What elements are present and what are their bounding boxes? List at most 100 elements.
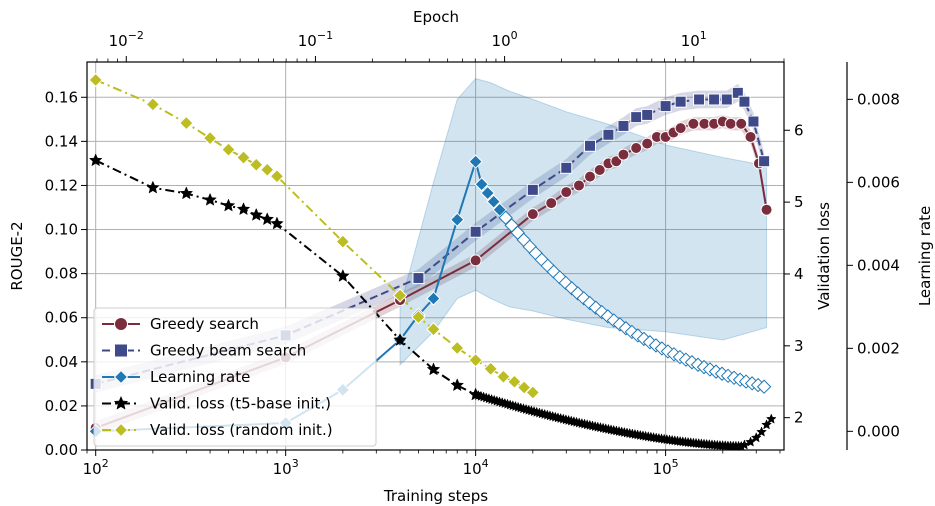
legend-marker: [113, 369, 129, 385]
y-left-tick-label: 0.06: [45, 309, 78, 327]
marker-valid-loss-t5-base-init: [88, 153, 103, 167]
markers-valid-loss-random-init: [88, 72, 541, 400]
marker-valid-loss-t5-base-init: [750, 432, 762, 443]
legend-marker: [113, 395, 129, 410]
marker-valid-loss-random-init: [335, 234, 351, 249]
marker-valid-loss-random-init: [236, 150, 251, 165]
marker-greedy-search: [572, 179, 585, 192]
marker-valid-loss-random-init: [88, 72, 103, 88]
marker-greedy-search: [560, 186, 573, 199]
marker-valid-loss-t5-base-init: [336, 268, 350, 282]
marker-learning-rate: [426, 291, 441, 306]
marker-valid-loss-random-init: [496, 369, 511, 384]
marker-greedy-search: [744, 130, 757, 143]
marker-greedy-beam-search: [747, 115, 760, 128]
marker-greedy-search: [593, 164, 606, 177]
legend-box: [93, 307, 377, 447]
legend-label: Greedy search: [150, 315, 259, 333]
marker-valid-loss-t5-base-init: [260, 212, 275, 226]
x-axis-title: Training steps: [383, 487, 488, 505]
marker-valid-loss-t5-base-init: [236, 202, 251, 216]
x-tick-label: 103: [273, 457, 299, 478]
y-left-tick-label: 0.04: [45, 353, 78, 371]
y-lr-tick-label: 0.000: [857, 422, 900, 440]
marker-learning-rate: [474, 177, 489, 192]
y-valloss-tick-label: 2: [794, 409, 804, 427]
marker-greedy-search: [724, 117, 737, 130]
marker-greedy-beam-search: [758, 155, 771, 168]
marker-greedy-beam-search: [708, 93, 721, 106]
y-lr-tick-label: 0.004: [857, 256, 900, 274]
marker-valid-loss-random-init: [202, 130, 218, 146]
marker-valid-loss-random-init: [145, 97, 161, 112]
y-left-tick-label: 0.14: [45, 132, 78, 150]
marker-valid-loss-random-init: [426, 322, 441, 337]
marker-greedy-beam-search: [731, 86, 744, 99]
legend-marker: [114, 317, 128, 331]
top-tick-label: 10−2: [109, 29, 144, 50]
marker-learning-rate: [486, 194, 501, 209]
marker-greedy-beam-search: [584, 139, 597, 152]
legend-label: Valid. loss (t5-base init.): [150, 395, 331, 413]
marker-learning-rate: [480, 185, 495, 201]
y-left-tick-label: 0.02: [45, 397, 78, 415]
y-left-tick-label: 0.08: [45, 265, 78, 283]
marker-valid-loss-random-init: [260, 162, 275, 177]
marker-valid-loss-t5-base-init: [146, 180, 160, 194]
marker-valid-loss-t5-base-init: [270, 216, 284, 230]
marker-greedy-beam-search: [738, 95, 751, 108]
marker-greedy-search: [469, 254, 482, 267]
marker-valid-loss-t5-base-init: [765, 413, 777, 424]
legend-label: Valid. loss (random init.): [150, 421, 333, 439]
line-valid-loss-random-init: [95, 79, 534, 394]
legend: Greedy search Greedy beam search Learning …: [93, 307, 377, 447]
marker-valid-loss-random-init: [221, 142, 236, 157]
marker-greedy-beam-search: [526, 183, 539, 196]
marker-greedy-beam-search: [641, 108, 654, 121]
marker-valid-loss-random-init: [179, 115, 194, 131]
y-valloss-tick-label: 3: [794, 337, 804, 355]
marker-greedy-search: [617, 148, 630, 161]
marker-greedy-search: [526, 208, 539, 221]
top-tick-label: 100: [492, 29, 518, 50]
marker-valid-loss-t5-base-init: [203, 192, 217, 206]
series-markers: [88, 72, 777, 451]
plot-frame: [86, 61, 785, 451]
marker-greedy-search: [641, 137, 654, 150]
legend-marker: [113, 422, 129, 438]
marker-learning-rate: [468, 154, 483, 169]
y-left-tick-label: 0.00: [45, 441, 78, 459]
marker-valid-loss-t5-base-init: [450, 378, 465, 392]
marker-valid-loss-t5-base-init: [221, 198, 236, 212]
marker-greedy-beam-search: [659, 100, 672, 113]
marker-valid-loss-random-init: [450, 340, 465, 356]
marker-valid-loss-random-init: [468, 352, 483, 368]
marker-valid-loss-random-init: [249, 157, 264, 172]
legend-label: Greedy beam search: [150, 342, 306, 360]
lr-axis-title: Learning rate: [916, 206, 934, 306]
top-tick-label: 10−1: [298, 29, 333, 50]
marker-valid-loss-random-init: [411, 309, 426, 325]
axes: 102 103 104 105 10−2 10−1 100 101 0.00 0.02 0.04 0.…: [45, 29, 900, 478]
marker-valid-loss-t5-base-init: [393, 332, 407, 346]
marker-greedy-search: [630, 141, 643, 154]
top-axis-title: Epoch: [413, 8, 459, 26]
y-valloss-tick-label: 4: [794, 265, 804, 283]
y-left-tick-label: 0.16: [45, 88, 78, 106]
left-axis-title: ROUGE-2: [8, 221, 26, 290]
marker-greedy-beam-search: [560, 161, 573, 174]
marker-valid-loss-random-init: [392, 288, 408, 303]
y-valloss-tick-label: 5: [794, 193, 804, 211]
y-left-tick-label: 0.10: [45, 221, 78, 239]
marker-valid-loss-t5-base-init: [426, 362, 441, 376]
marker-greedy-beam-search: [617, 119, 630, 132]
marker-greedy-beam-search: [602, 128, 615, 141]
band-learning-rate: [399, 78, 768, 367]
marker-greedy-beam-search: [412, 272, 425, 285]
marker-greedy-search: [584, 170, 597, 183]
marker-greedy-search: [735, 117, 748, 130]
marker-greedy-search: [674, 122, 687, 135]
marker-valid-loss-random-init: [525, 385, 541, 400]
valloss-axis-title: Validation loss: [815, 202, 833, 310]
markers-valid-loss-t5-base-init: [88, 153, 777, 451]
